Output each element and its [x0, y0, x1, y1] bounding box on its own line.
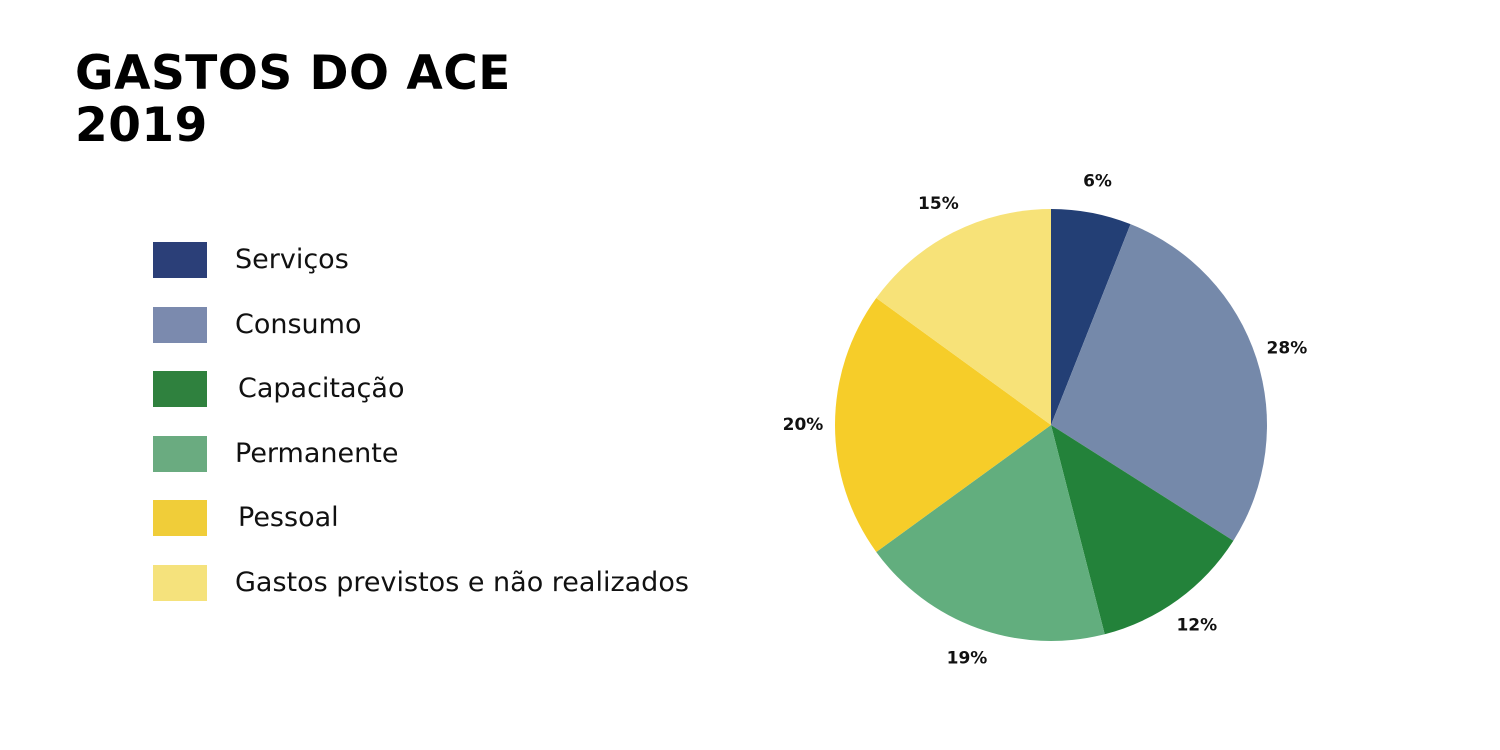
legend-item-pessoal: Pessoal	[153, 500, 773, 536]
legend-swatch-permanente	[153, 436, 207, 472]
pie-slice-pessoal	[834, 298, 1051, 552]
legend-item-consumo: Consumo	[153, 307, 773, 343]
legend-label-capacitacao: Capacitação	[238, 373, 405, 404]
legend-item-permanente: Permanente	[153, 436, 773, 472]
data-label-consumo: 28%	[1267, 338, 1308, 358]
legend-item-capacitacao: Capacitação	[153, 371, 773, 407]
legend-swatch-capacitacao	[153, 371, 207, 407]
legend-label-servicos: Serviços	[235, 244, 349, 275]
pie-slice-capacitacao	[1051, 425, 1234, 635]
data-label-gastos-previstos: 15%	[918, 194, 959, 214]
data-label-permanente: 19%	[947, 648, 988, 668]
pie-slice-servicos	[1051, 209, 1131, 425]
legend-label-consumo: Consumo	[235, 309, 362, 340]
pie-slice-gastos-previstos	[876, 209, 1051, 425]
legend-swatch-consumo	[153, 307, 207, 343]
legend-item-servicos: Serviços	[153, 242, 773, 278]
chart-title-line-1: GASTOS DO ACE	[75, 46, 511, 101]
legend-label-gastos-previstos: Gastos previstos e não realizados	[235, 567, 689, 598]
legend-label-permanente: Permanente	[235, 438, 399, 469]
legend-swatch-pessoal	[153, 500, 207, 536]
legend-label-pessoal: Pessoal	[238, 502, 339, 533]
legend-swatch-gastos-previstos	[153, 565, 207, 601]
legend-swatch-servicos	[153, 242, 207, 278]
legend-item-gastos-previstos: Gastos previstos e não realizados	[153, 565, 773, 601]
chart-title-line-2: 2019	[75, 98, 208, 153]
data-label-servicos: 6%	[1083, 171, 1112, 191]
pie-slice-consumo	[1051, 224, 1267, 541]
chart-title: GASTOS DO ACE 2019	[75, 48, 511, 152]
data-label-pessoal: 20%	[783, 415, 824, 435]
pie-slice-permanente	[876, 425, 1105, 641]
data-label-capacitacao: 12%	[1176, 616, 1217, 636]
